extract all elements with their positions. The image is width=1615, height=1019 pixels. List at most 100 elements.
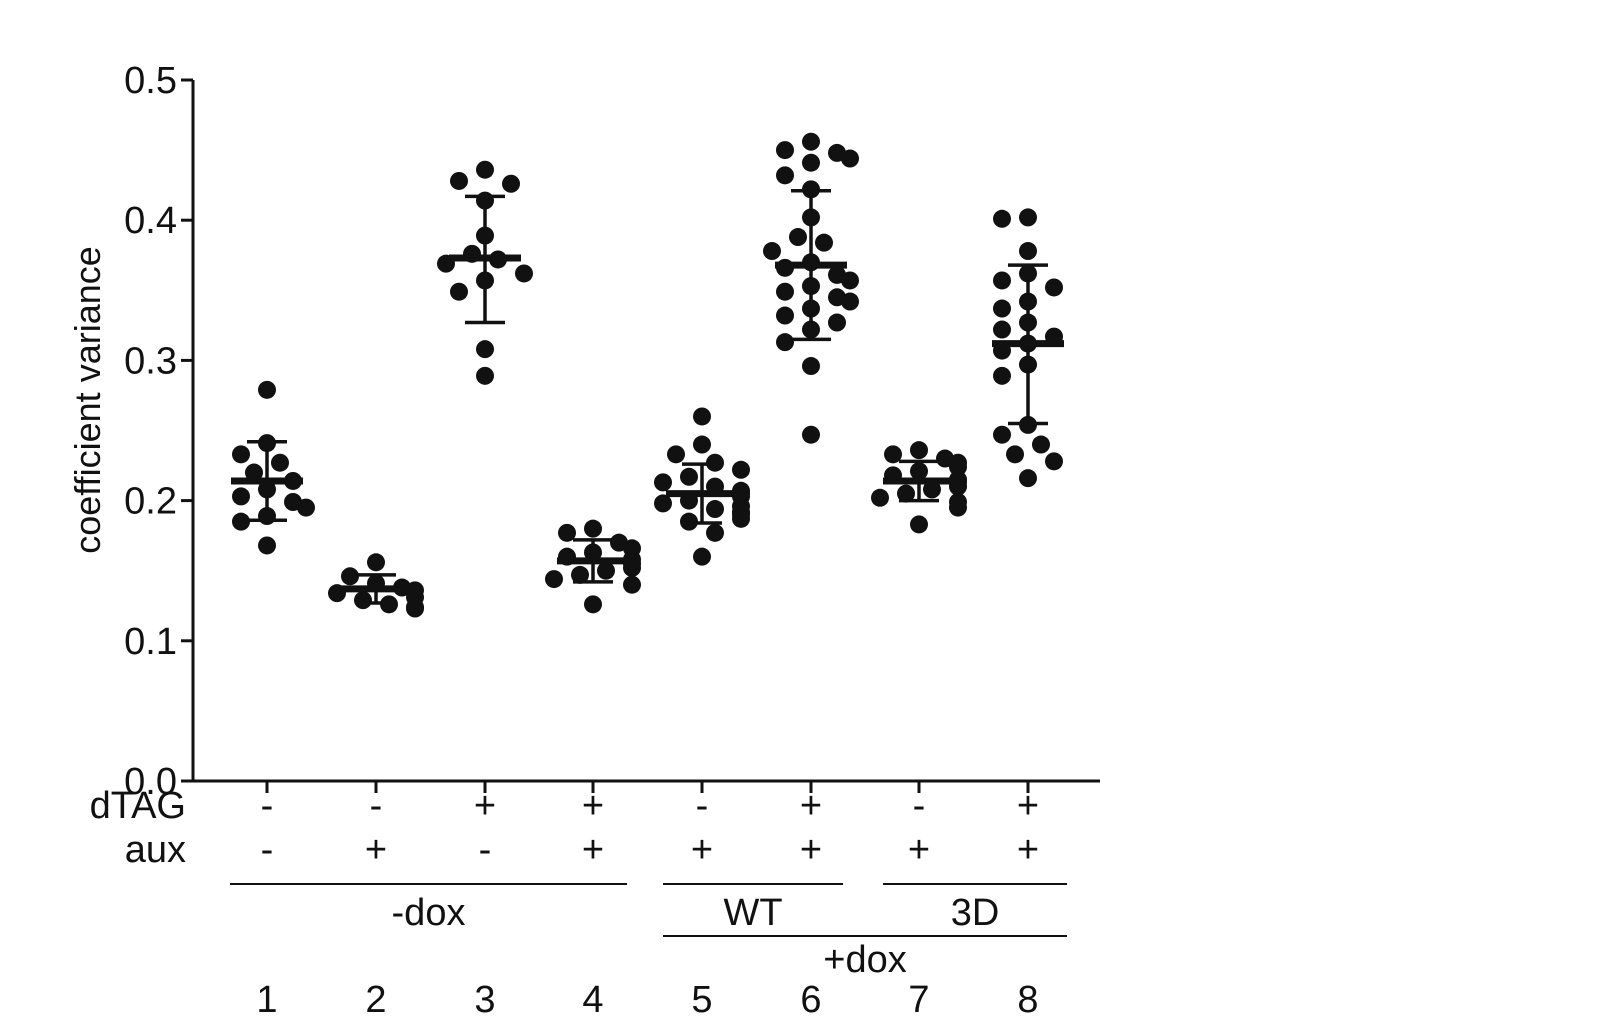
data-point <box>232 445 250 464</box>
data-point <box>297 498 315 517</box>
data-point <box>841 149 859 168</box>
aux-sign-2: + <box>365 829 387 871</box>
lane-3 <box>437 160 533 385</box>
data-point <box>1019 242 1037 261</box>
data-point <box>558 523 576 542</box>
data-point <box>776 306 794 325</box>
data-point <box>802 357 820 376</box>
data-point <box>871 488 889 507</box>
data-point <box>776 141 794 160</box>
data-point <box>884 445 902 464</box>
plus_dox-group-label: +dox <box>823 939 906 981</box>
data-point <box>341 567 359 586</box>
data-point <box>680 467 698 486</box>
lane-number-4: 4 <box>582 979 603 1019</box>
dtag-sign-4: + <box>582 785 604 827</box>
lane-number-3: 3 <box>474 979 495 1019</box>
data-point <box>571 565 589 584</box>
y-tick-label: 0.4 <box>124 200 177 242</box>
data-point <box>949 498 967 517</box>
data-point <box>776 166 794 185</box>
aux-sign-6: + <box>800 829 822 871</box>
lane-number-1: 1 <box>256 979 277 1019</box>
data-point <box>1045 452 1063 471</box>
data-point <box>545 570 563 589</box>
dtag-sign-3: + <box>474 785 496 827</box>
data-point <box>654 494 672 513</box>
data-point <box>271 453 289 472</box>
data-point <box>232 512 250 531</box>
dtag-sign-2: - <box>370 785 383 827</box>
data-point <box>258 536 276 555</box>
aux-row-label: aux <box>125 829 186 871</box>
aux-sign-7: + <box>908 829 930 871</box>
dtag-sign-6: + <box>800 785 822 827</box>
lane-4 <box>545 519 641 614</box>
data-point <box>515 264 533 283</box>
y-axis-label: coefficient variance <box>67 246 108 554</box>
data-point <box>623 575 641 594</box>
data-point <box>763 242 781 261</box>
data-point <box>993 271 1011 290</box>
data-point <box>841 271 859 290</box>
data-point <box>841 292 859 311</box>
group-brackets: -dox WT 3D +dox <box>230 883 1067 981</box>
data-point <box>993 366 1011 385</box>
data-point <box>597 561 615 580</box>
data-point <box>776 333 794 352</box>
data-point <box>923 480 941 499</box>
data-point <box>949 457 967 476</box>
data-point <box>502 174 520 193</box>
data-point <box>993 209 1011 228</box>
lane-number-8: 8 <box>1017 979 1038 1019</box>
data-point <box>1019 208 1037 227</box>
data-point <box>450 171 468 190</box>
lane-number-7: 7 <box>908 979 929 1019</box>
y-tick-label: 0.2 <box>124 481 177 523</box>
lane-number-2: 2 <box>365 979 386 1019</box>
lane-2 <box>328 553 424 618</box>
aux-sign-5: + <box>691 829 713 871</box>
lane-8 <box>992 208 1064 488</box>
wt-group-label: WT <box>723 892 782 934</box>
lane-1 <box>231 380 315 555</box>
data-point <box>476 160 494 179</box>
data-point <box>245 463 263 482</box>
data-point <box>476 366 494 385</box>
data-point <box>693 407 711 426</box>
y-tick-label: 0.5 <box>124 60 177 102</box>
data-point <box>584 595 602 614</box>
aux-sign-8: + <box>1017 829 1039 871</box>
y-tick-label: 0.0 <box>124 761 177 803</box>
condition-signs: ---++-++-+++-+++ <box>261 785 1039 871</box>
lane-6 <box>763 132 859 444</box>
data-point <box>258 380 276 399</box>
data-point <box>706 500 724 519</box>
data-point <box>354 591 372 610</box>
data-point <box>897 484 915 503</box>
three_d-group-label: 3D <box>951 892 1000 934</box>
data-point <box>667 445 685 464</box>
data-point <box>232 487 250 506</box>
minus_dox-group-label: -dox <box>392 892 466 934</box>
lane-numbers: 1 2 3 4 5 6 7 8 <box>256 979 1038 1019</box>
data-point <box>789 228 807 247</box>
data-point <box>1032 435 1050 454</box>
data-point <box>732 460 750 479</box>
y-tick-label: 0.3 <box>124 340 177 382</box>
dtag-sign-5: - <box>696 785 709 827</box>
aux-sign-4: + <box>582 829 604 871</box>
lane-number-6: 6 <box>800 979 821 1019</box>
data-point <box>1045 278 1063 297</box>
data-point <box>802 132 820 151</box>
lane-7 <box>871 441 967 534</box>
y-tick-label: 0.1 <box>124 621 177 663</box>
data-point <box>450 282 468 301</box>
data-point <box>1019 469 1037 488</box>
data-point <box>693 435 711 454</box>
data-point <box>993 320 1011 339</box>
data-point <box>828 313 846 332</box>
data-point <box>654 473 672 492</box>
data-point <box>693 547 711 566</box>
dtag-row-label: dTAG <box>90 785 186 827</box>
